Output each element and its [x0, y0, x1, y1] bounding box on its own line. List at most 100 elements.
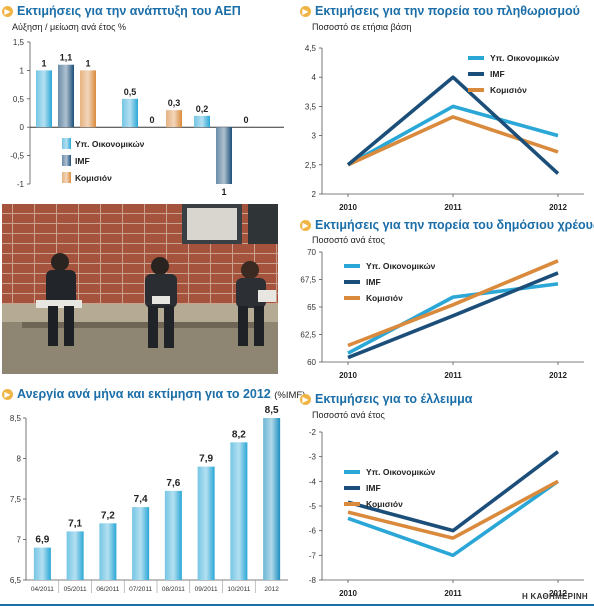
x-tick-label: 2011 — [444, 203, 462, 210]
legend-label: Κομισιόν — [366, 499, 403, 509]
y-tick-label: 65 — [307, 303, 316, 312]
data-label: 1,1 — [60, 53, 73, 63]
bar — [33, 547, 51, 580]
data-label: 7,4 — [134, 494, 148, 505]
x-tick-label: 2011 — [444, 371, 462, 380]
gdp-subtitle: Αύξηση / μείωση ανά έτος % — [12, 22, 126, 32]
y-tick-label: 4,5 — [305, 44, 317, 53]
series-line — [347, 479, 559, 540]
bar — [230, 442, 248, 580]
y-tick-label: 67,5 — [300, 276, 316, 285]
x-tick-label: 2010 — [339, 203, 357, 210]
y-tick-label: 7,5 — [10, 495, 22, 504]
inflation-chart: 4,5 4 3,5 3 2,5 2 2010 2011 2012 Υπ. Οικονομικών I… — [305, 44, 584, 210]
debt-title-text: Εκτιμήσεις για την πορεία του δημόσιου χ… — [315, 218, 594, 232]
y-tick-label: -8 — [309, 576, 317, 585]
data-label: 0 — [149, 115, 154, 125]
y-tick-label: -6 — [309, 527, 317, 536]
x-tick-label: 05/2011 — [64, 586, 87, 593]
data-label: 0 — [243, 115, 248, 125]
legend-label: Κομισιόν — [75, 173, 112, 183]
x-tick-label: 2010 — [339, 371, 357, 380]
y-tick-label: -0,5 — [10, 152, 24, 161]
data-label: 0,2 — [196, 104, 209, 114]
y-tick-label: -1 — [17, 180, 25, 189]
data-label: 7,1 — [68, 518, 82, 529]
bar — [132, 507, 150, 580]
y-tick-label: 4 — [312, 73, 317, 82]
y-tick-label: 1 — [20, 66, 25, 75]
y-tick-label: 62,5 — [300, 331, 316, 340]
x-tick-label: 10/2011 — [227, 586, 250, 593]
bullet-icon: ▶ — [2, 389, 13, 400]
photo-unemployed-people — [2, 204, 278, 374]
data-label: 6,9 — [35, 535, 49, 546]
data-label: 7,9 — [199, 454, 213, 465]
data-label: 8,2 — [232, 429, 246, 440]
bar — [263, 418, 281, 580]
y-tick-label: 8,5 — [10, 414, 22, 423]
y-tick-label: -2 — [309, 428, 317, 437]
bar — [216, 127, 232, 184]
inflation-title-text: Εκτιμήσεις για την πορεία του πληθωρισμο… — [315, 4, 580, 18]
bar — [197, 466, 215, 580]
legend-swatch — [62, 172, 71, 183]
debt-chart: 70 67,5 65 62,5 60 2010 2011 2012 Υπ. Οικονομικώ… — [300, 248, 584, 380]
data-label: 1 — [85, 58, 90, 68]
data-label: 7,2 — [101, 510, 115, 521]
y-tick-label: 70 — [307, 248, 316, 257]
unemployment-title: ▶ Ανεργία ανά μήνα και εκτίμηση για το 20… — [2, 387, 305, 401]
unemployment-title-text: Ανεργία ανά μήνα και εκτίμηση για το 201… — [17, 387, 271, 401]
legend-label: Υπ. Οικονομικών — [366, 261, 436, 271]
y-tick-label: 3,5 — [305, 102, 317, 111]
gdp-title: ▶ Εκτιμήσεις για την ανάπτυξη του ΑΕΠ — [2, 4, 241, 18]
x-tick-label: 09/2011 — [195, 586, 218, 593]
x-tick-label: 2012 — [549, 371, 567, 380]
legend-swatch — [62, 138, 71, 149]
gdp-chart: 1,5 1 0,5 0 -0,5 -1 1 1,1 1 0,5 0 0,3 0,2 1 0 Υπ. Οικον… — [10, 38, 284, 197]
bar — [80, 70, 96, 128]
bullet-icon: ▶ — [300, 394, 311, 405]
bar — [66, 531, 84, 580]
data-label: 0,3 — [168, 98, 181, 108]
inflation-title: ▶ Εκτιμήσεις για την πορεία του πληθωρισμ… — [300, 4, 580, 18]
y-tick-label: -7 — [309, 551, 317, 560]
series-line — [347, 259, 559, 348]
y-tick-label: -4 — [309, 477, 317, 486]
legend-swatch — [62, 155, 71, 166]
footer-divider — [0, 604, 594, 606]
y-tick-label: 2 — [312, 190, 317, 199]
series-line — [347, 271, 559, 360]
deficit-chart: -2 -3 -4 -5 -6 -7 -8 2010 2011 2012 Υπ. Οικονομικώ… — [309, 428, 584, 598]
bar — [122, 98, 138, 128]
data-label: 1 — [41, 58, 46, 68]
y-tick-label: 3 — [312, 132, 317, 141]
inflation-subtitle: Ποσοστό σε ετήσια βάση — [312, 22, 412, 32]
bullet-icon: ▶ — [300, 220, 311, 231]
source-credit: Η ΚΑΘΗΜΕΡΙΝΗ — [521, 592, 588, 601]
deficit-title: ▶ Εκτιμήσεις για το έλλειμμα — [300, 392, 472, 406]
bar — [36, 70, 52, 128]
data-label: 7,6 — [166, 478, 180, 489]
deficit-subtitle: Ποσοστό ανά έτος — [312, 410, 385, 420]
y-tick-label: 60 — [307, 358, 316, 367]
debt-title: ▶ Εκτιμήσεις για την πορεία του δημόσιου … — [300, 218, 594, 232]
bar — [194, 115, 210, 128]
bullet-icon: ▶ — [2, 6, 13, 17]
y-tick-label: 7 — [17, 536, 22, 545]
y-tick-label: 1,5 — [13, 38, 25, 47]
bar — [166, 110, 182, 128]
photo-unemployed-people-icon — [2, 204, 278, 374]
gdp-title-text: Εκτιμήσεις για την ανάπτυξη του ΑΕΠ — [17, 4, 241, 18]
bar — [164, 490, 182, 580]
x-tick-label: 2012 — [549, 203, 567, 210]
x-tick-label: 2010 — [339, 589, 357, 598]
deficit-title-text: Εκτιμήσεις για το έλλειμμα — [315, 392, 473, 406]
data-label: 1 — [221, 187, 226, 197]
legend-label: Υπ. Οικονομικών — [366, 467, 436, 477]
series-line — [346, 75, 560, 175]
x-tick-label: 06/2011 — [96, 586, 119, 593]
x-tick-label: 2011 — [444, 589, 462, 598]
unemployment-chart: 8,5 8 7,5 7 6,5 6,9 04/2011 7,1 05/2011 7,2 06/201… — [10, 406, 288, 593]
bar — [58, 64, 74, 128]
